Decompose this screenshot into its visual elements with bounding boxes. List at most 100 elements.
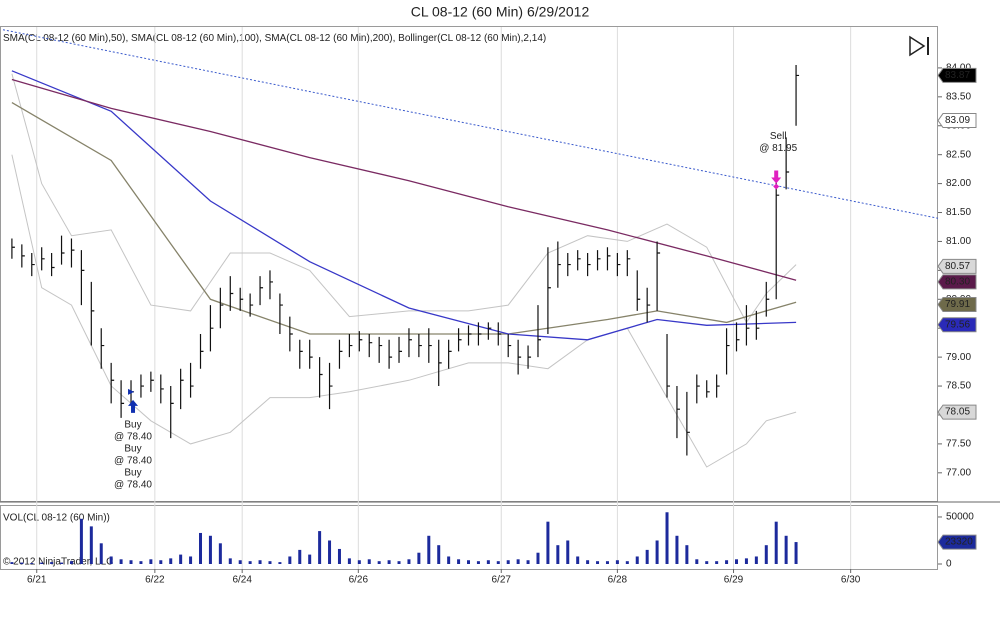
price-bar [507, 333, 512, 358]
price-bar [90, 281, 95, 346]
volume-bar [69, 561, 73, 564]
price-bar [319, 357, 323, 398]
last-value-label: 79.91 [945, 299, 970, 310]
volume-bar [109, 556, 113, 564]
y-tick-label: 78.50 [946, 381, 971, 392]
price-bar [438, 339, 442, 387]
price-bar [418, 333, 422, 358]
x-tick-label: 6/27 [492, 575, 512, 586]
volume-bar [347, 558, 351, 564]
x-tick-label: 6/29 [724, 575, 744, 586]
x-tick-label: 6/28 [608, 575, 628, 586]
price-bar [725, 328, 730, 375]
price-bar [259, 276, 264, 306]
plot-layer: 6/21 6/22 6/24 6/26 6/27 6/28 6/29 6/30 77.00 77.… [2, 27, 977, 586]
signal-price: @ 78.40 [114, 455, 152, 466]
price-bar [170, 386, 174, 439]
volume-bar [288, 556, 292, 564]
legend-entry: SMA(CL 08-12 (60 Min),100) [131, 33, 259, 44]
play-icon[interactable] [909, 35, 929, 57]
volume-bar [169, 558, 173, 564]
price-bar [716, 374, 720, 398]
price-bar [666, 333, 671, 398]
trend-line [2, 29, 939, 219]
price-bar [755, 310, 760, 340]
volume-bar [566, 540, 570, 564]
volume-bar [695, 559, 699, 564]
volume-bar [665, 512, 669, 564]
price-bar [60, 235, 65, 265]
volume-bar [526, 560, 530, 564]
price-bar [219, 287, 224, 329]
last-value-label: 80.30 [945, 277, 970, 288]
price-bar [527, 345, 532, 369]
price-bar [180, 368, 184, 410]
y-tick-label: 77.00 [946, 467, 971, 478]
price-bar [686, 391, 690, 456]
price-bar [209, 305, 214, 352]
volume-bar [605, 561, 609, 564]
volume-bar [238, 560, 242, 564]
price-bar [497, 322, 502, 346]
price-bar [735, 322, 740, 352]
price-bar [150, 371, 154, 392]
x-tick-label: 6/30 [841, 575, 861, 586]
volume-bar [20, 562, 24, 564]
price-bar [378, 336, 383, 363]
y-tick-label: 79.00 [946, 352, 971, 363]
volume-bar [149, 559, 153, 564]
volume-bar [30, 563, 34, 564]
last-value-label: 79.56 [945, 319, 970, 330]
y-tick-label: 82.00 [946, 178, 971, 189]
price-bar [51, 253, 55, 277]
volume-bar [576, 556, 580, 564]
x-tick-label: 6/26 [349, 575, 369, 586]
price-bar [467, 325, 472, 346]
volume-bar [794, 542, 798, 564]
price-bar [587, 253, 591, 277]
separator: , [259, 33, 265, 44]
volume-bar [625, 561, 629, 564]
last-value-marker [937, 317, 977, 333]
y-tick-label: 77.50 [946, 439, 971, 450]
volume-bar [655, 540, 659, 564]
indicator-header: SMA(CL 08-12 (60 Min),50), SMA(CL 08-12 … [3, 33, 546, 44]
last-value-label: 83.87 [945, 70, 970, 81]
price-bar [428, 328, 432, 363]
price-bar [120, 380, 125, 418]
price-bar [616, 253, 621, 277]
price-bar [398, 336, 403, 363]
price-bar [567, 253, 571, 277]
entry-marker [128, 388, 135, 395]
separator: , [393, 33, 399, 44]
price-bar [636, 270, 641, 311]
last-value-label: 23320 [945, 537, 973, 548]
volume-bar [308, 554, 312, 564]
volume-bar [586, 560, 590, 564]
volume-bar [129, 560, 133, 564]
volume-bar [208, 535, 212, 564]
exit-marker [773, 183, 780, 190]
volume-bar [318, 531, 322, 564]
signal-price: @ 78.40 [114, 431, 152, 442]
price-bar [765, 281, 770, 317]
last-value-label: 80.57 [945, 261, 970, 272]
price-bar [775, 177, 780, 300]
volume-bar [79, 518, 83, 564]
x-tick-label: 6/21 [27, 575, 47, 586]
volume-bar [337, 548, 341, 564]
last-value-marker [937, 296, 977, 312]
price-bar [160, 374, 164, 404]
legend-entry: SMA(CL 08-12 (60 Min),50) [3, 33, 125, 44]
volume-bar [60, 562, 64, 564]
volume-bar [218, 543, 222, 564]
volume-bar [467, 560, 471, 564]
bollinger-band [11, 154, 797, 468]
volume-bar [496, 561, 500, 564]
price-bar [338, 339, 343, 369]
price-bar [656, 241, 661, 311]
volume-bar [516, 559, 520, 564]
volume-bar [457, 559, 461, 564]
